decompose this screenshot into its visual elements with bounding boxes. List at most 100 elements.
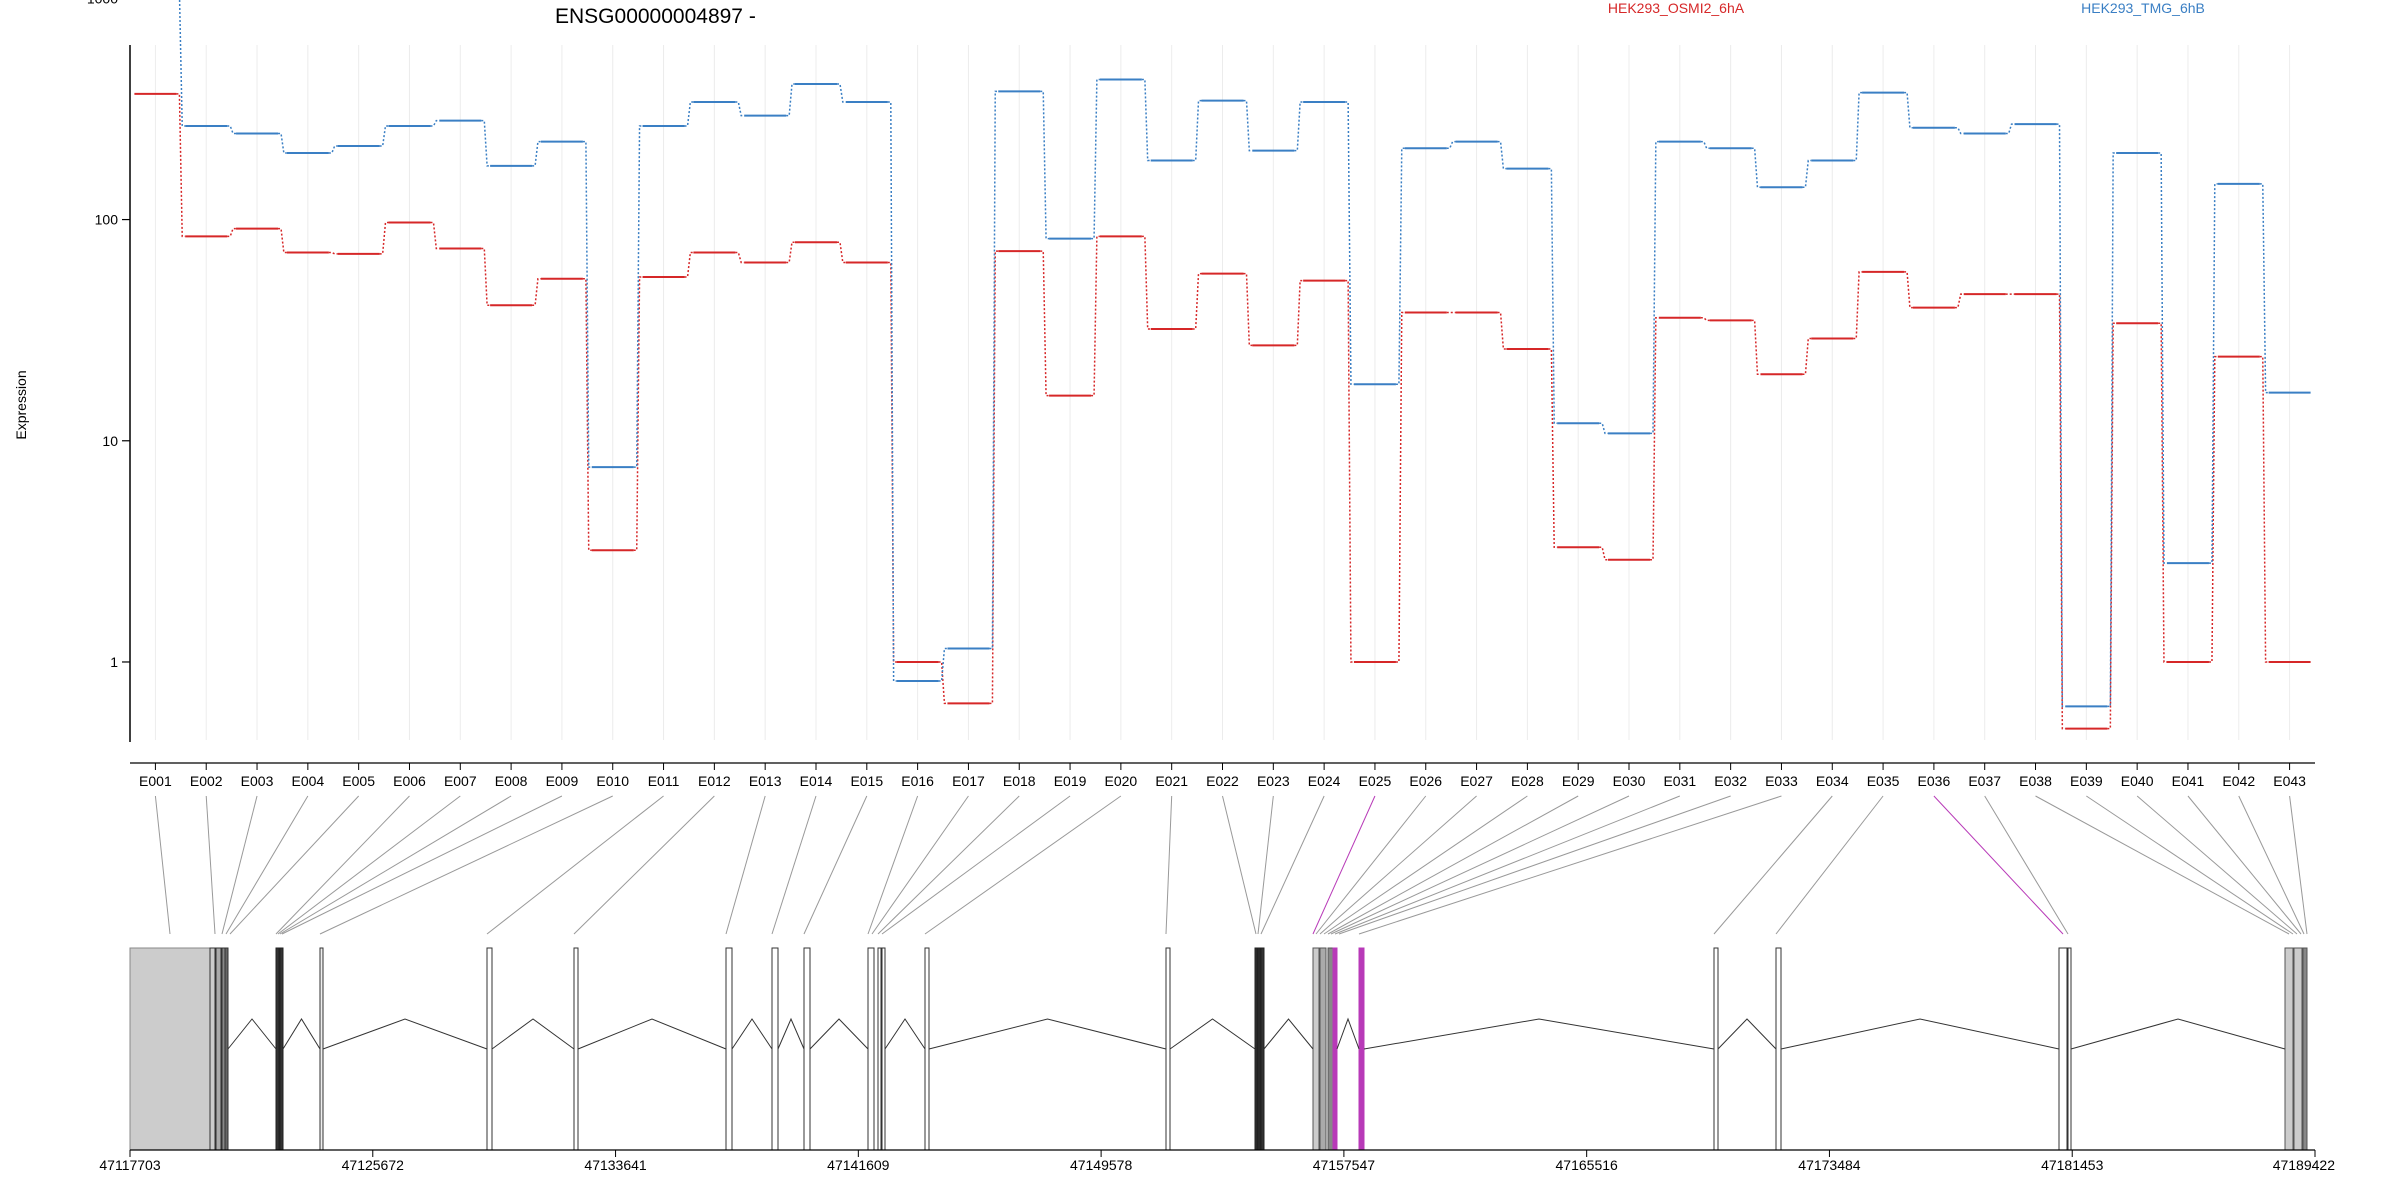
- y-tick-label: 10: [102, 433, 118, 449]
- series-connector: [887, 101, 897, 682]
- exon-connector: [2136, 795, 2298, 935]
- series-1: [178, 0, 2311, 708]
- exon-connector: [2086, 795, 2294, 935]
- exon-connector: [1315, 795, 1427, 935]
- x-tick-label: E041: [2172, 773, 2205, 789]
- series-connector: [1141, 235, 1151, 330]
- exon-connector: [1260, 795, 1325, 935]
- series-connector: [989, 250, 999, 705]
- series-connector: [989, 90, 999, 650]
- exon-connector: [871, 795, 969, 935]
- series-connector: [227, 125, 237, 135]
- intron-line: [1363, 1018, 1715, 1050]
- exon-block: [1319, 947, 1327, 1151]
- exon-block: [771, 947, 779, 1151]
- series-connector: [1853, 271, 1863, 340]
- exon-block: [803, 947, 811, 1151]
- exon-connector: [1330, 795, 1630, 935]
- intron-line: [322, 1018, 488, 1050]
- x-tick-label: E038: [2019, 773, 2052, 789]
- series-connector: [836, 241, 846, 264]
- series-connector: [1243, 272, 1253, 347]
- x-tick-label: E030: [1613, 773, 1646, 789]
- exon-block: [2293, 947, 2303, 1151]
- series-connector: [481, 119, 491, 167]
- series-connector: [227, 227, 237, 238]
- gene-model: [129, 947, 2308, 1151]
- intron-line: [777, 1017, 805, 1050]
- exon-block: [486, 947, 493, 1151]
- series-connector: [684, 101, 694, 127]
- exon-connector: [1323, 795, 1528, 935]
- series-connector: [2259, 355, 2269, 663]
- exon-block: [1775, 947, 1782, 1151]
- exon-block: [319, 947, 324, 1151]
- exon-connector: [1327, 795, 1579, 935]
- x-tick-label: E029: [1562, 773, 1595, 789]
- exon-block: [1260, 947, 1265, 1151]
- x-tick-label: E009: [546, 773, 579, 789]
- intron-line: [1169, 1018, 1256, 1050]
- x-tick-label: E021: [1155, 773, 1188, 789]
- series-connector: [1497, 311, 1507, 350]
- coordinate-tick-label: 47189422: [2273, 1157, 2336, 1173]
- exon-block: [129, 947, 211, 1151]
- x-tick-label: E011: [648, 773, 680, 789]
- series-connector: [1751, 319, 1761, 375]
- exon-block: [2284, 947, 2294, 1151]
- exon-connector: [225, 795, 309, 935]
- exon-connector: [1984, 795, 2069, 935]
- exon-block: [1312, 947, 1320, 1151]
- series-connector: [1548, 167, 1558, 425]
- exon-connector: [771, 795, 817, 935]
- exon-block: [2067, 947, 2072, 1151]
- coordinate-tick-label: 47181453: [2041, 1157, 2104, 1173]
- x-tick-label: E039: [2070, 773, 2103, 789]
- intron-line: [1780, 1018, 2060, 1050]
- exon-connector: [1334, 795, 1681, 935]
- exon-block: [1257, 947, 1261, 1151]
- coordinate-tick-label: 47173484: [1798, 1157, 1861, 1173]
- exon-block: [2302, 947, 2308, 1151]
- exon-connector: [725, 795, 766, 935]
- exon-connector: [877, 795, 1020, 935]
- exon-block: [1254, 947, 1258, 1151]
- coordinate-tick-label: 47125672: [342, 1157, 405, 1173]
- exon-connector: [924, 795, 1122, 935]
- x-tick-label: E018: [1003, 773, 1036, 789]
- exon-connector: [573, 795, 715, 935]
- x-tick-label: E015: [850, 773, 883, 789]
- exon-block: [1332, 947, 1338, 1151]
- series-connector: [2158, 152, 2167, 564]
- intron-line: [2070, 1018, 2286, 1050]
- y-tick-label: 1000: [87, 0, 118, 6]
- intron-line: [227, 1018, 277, 1050]
- x-tick-label: E002: [190, 773, 223, 789]
- x-tick-label: E019: [1054, 773, 1087, 789]
- exon-connector: [1775, 795, 1884, 935]
- series-connector: [633, 125, 643, 468]
- x-tick-label: E032: [1714, 773, 1747, 789]
- series-connector: [1294, 279, 1304, 347]
- x-tick-label: E043: [2273, 773, 2306, 789]
- series-connector: [1395, 147, 1405, 386]
- x-tick-label: E035: [1867, 773, 1900, 789]
- series-connector: [1446, 140, 1456, 150]
- series-connector: [430, 119, 440, 127]
- exon-block: [1713, 947, 1719, 1151]
- x-tick-label: E025: [1359, 773, 1392, 789]
- exon-block: [1327, 947, 1334, 1151]
- series-connector: [1904, 91, 1913, 129]
- series-connector: [887, 261, 897, 663]
- x-tick-label: E024: [1308, 773, 1341, 789]
- series-connector: [1853, 91, 1863, 162]
- y-axis: 1 10 100 1000: [87, 0, 131, 742]
- series-connector: [1294, 101, 1304, 152]
- intron-line: [731, 1018, 773, 1050]
- series-connector: [1040, 90, 1050, 240]
- exon-block: [1165, 947, 1171, 1151]
- series-connector: [1345, 101, 1354, 386]
- coordinate-tick-label: 47165516: [1556, 1157, 1619, 1173]
- series-connector: [1954, 293, 1964, 309]
